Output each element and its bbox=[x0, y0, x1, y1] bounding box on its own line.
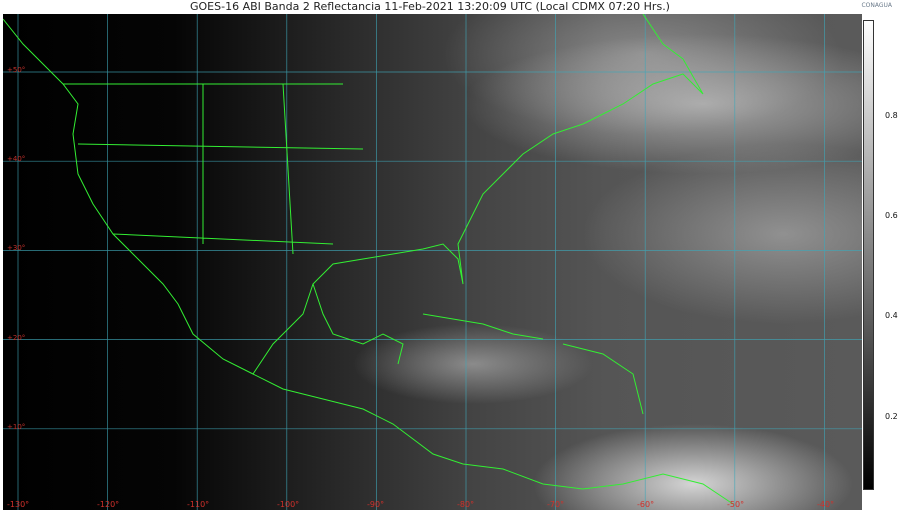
lon-label-120: -120° bbox=[97, 500, 120, 509]
colorbar-tick-0.4: 0.4 bbox=[885, 311, 898, 320]
lat-label-30: +30° bbox=[7, 244, 26, 252]
lon-label-130: -130° bbox=[7, 500, 30, 509]
lat-label-20: +20° bbox=[7, 334, 26, 342]
conagua-logo: CONAGUA bbox=[861, 2, 892, 9]
lat-label-50: +50° bbox=[7, 66, 26, 74]
map-overlay bbox=[3, 14, 862, 510]
colorbar-tick-0.8: 0.8 bbox=[885, 111, 898, 120]
lon-label-100: -100° bbox=[277, 500, 300, 509]
lat-label-40: +40° bbox=[7, 155, 26, 163]
lat-label-10: +10° bbox=[7, 423, 26, 431]
lon-label-90: -90° bbox=[367, 500, 385, 509]
colorbar-tick-0.6: 0.6 bbox=[885, 211, 898, 220]
lon-label-50: -50° bbox=[727, 500, 745, 509]
satellite-map: +50° +40° +30° +20° +10° -130° -120° -11… bbox=[3, 14, 862, 510]
lon-label-70: -70° bbox=[547, 500, 565, 509]
colorbar bbox=[863, 20, 874, 490]
image-title: GOES-16 ABI Banda 2 Reflectancia 11-Feb-… bbox=[190, 0, 670, 13]
coastlines bbox=[3, 14, 734, 505]
colorbar-tick-0.2: 0.2 bbox=[885, 412, 898, 421]
lon-label-60: -60° bbox=[637, 500, 655, 509]
lon-label-40: -40° bbox=[817, 500, 835, 509]
lon-label-110: -110° bbox=[187, 500, 210, 509]
lon-label-80: -80° bbox=[457, 500, 475, 509]
